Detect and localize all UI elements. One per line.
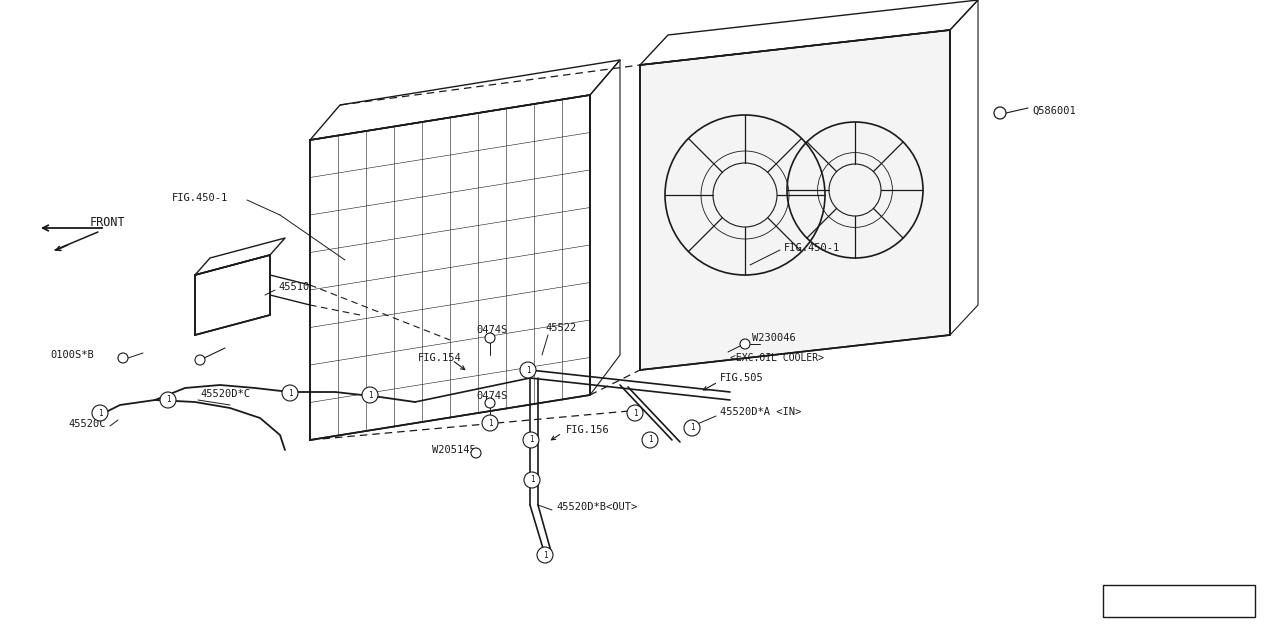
- Text: 1: 1: [648, 435, 653, 445]
- Circle shape: [524, 432, 539, 448]
- Text: A450001488: A450001488: [1103, 610, 1166, 620]
- Text: 45520C: 45520C: [68, 419, 105, 429]
- Text: 0474S: 0474S: [476, 391, 507, 401]
- Text: 1: 1: [526, 365, 530, 374]
- Circle shape: [740, 339, 750, 349]
- Polygon shape: [195, 255, 270, 335]
- Circle shape: [92, 405, 108, 421]
- Text: 0474S: 0474S: [476, 325, 507, 335]
- Circle shape: [362, 387, 378, 403]
- Circle shape: [485, 333, 495, 343]
- Circle shape: [627, 405, 643, 421]
- Text: 45522: 45522: [545, 323, 576, 333]
- Polygon shape: [310, 95, 590, 440]
- Circle shape: [118, 353, 128, 363]
- Text: 1: 1: [632, 408, 637, 417]
- Text: 1: 1: [1119, 596, 1124, 605]
- Bar: [1103, 585, 1254, 617]
- Text: FIG.505: FIG.505: [721, 373, 764, 383]
- Text: <EXC.OIL COOLER>: <EXC.OIL COOLER>: [730, 353, 824, 363]
- Text: FIG.450-1: FIG.450-1: [785, 243, 840, 253]
- Circle shape: [524, 472, 540, 488]
- Text: FIG.154: FIG.154: [419, 353, 462, 363]
- Circle shape: [643, 432, 658, 448]
- Circle shape: [195, 355, 205, 365]
- Circle shape: [471, 448, 481, 458]
- Text: 1: 1: [543, 550, 548, 559]
- Text: 1: 1: [367, 390, 372, 399]
- Text: 1: 1: [488, 419, 493, 428]
- Circle shape: [485, 398, 495, 408]
- Circle shape: [520, 362, 536, 378]
- Text: 45520D*C: 45520D*C: [200, 389, 250, 399]
- Circle shape: [160, 392, 177, 408]
- Text: 1: 1: [690, 424, 694, 433]
- Text: 45520D*B<OUT>: 45520D*B<OUT>: [556, 502, 637, 512]
- Circle shape: [684, 420, 700, 436]
- Text: 45510: 45510: [278, 282, 310, 292]
- Text: 1: 1: [97, 408, 102, 417]
- Circle shape: [282, 385, 298, 401]
- Text: W205145: W205145: [433, 445, 476, 455]
- Text: FRONT: FRONT: [90, 216, 125, 228]
- Circle shape: [538, 547, 553, 563]
- Text: W170062: W170062: [1143, 596, 1187, 606]
- Text: FIG.156: FIG.156: [566, 425, 609, 435]
- Text: 1: 1: [165, 396, 170, 404]
- Text: W230046: W230046: [753, 333, 796, 343]
- Text: Q586001: Q586001: [1032, 106, 1075, 116]
- Circle shape: [995, 107, 1006, 119]
- Text: 1: 1: [530, 476, 534, 484]
- Text: FIG.450-1: FIG.450-1: [172, 193, 228, 203]
- Text: 45520D*A <IN>: 45520D*A <IN>: [721, 407, 801, 417]
- Text: 0100S*B: 0100S*B: [50, 350, 93, 360]
- Circle shape: [483, 415, 498, 431]
- Text: 1: 1: [529, 435, 534, 445]
- Polygon shape: [640, 30, 950, 370]
- Circle shape: [1110, 590, 1132, 612]
- Text: 1: 1: [288, 388, 292, 397]
